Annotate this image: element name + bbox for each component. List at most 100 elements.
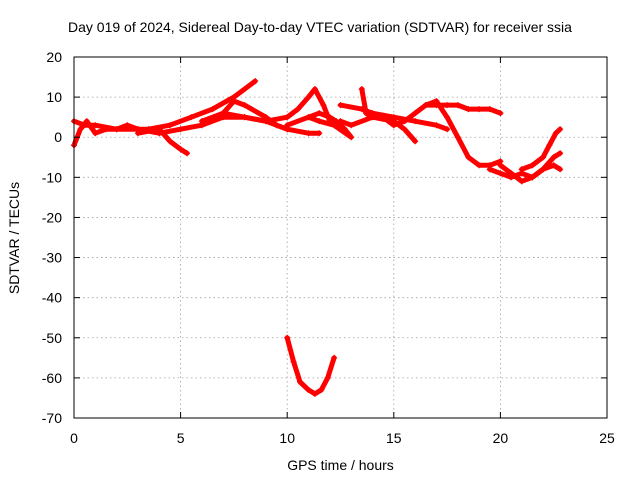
x-tick-label: 10 [279, 430, 295, 446]
y-tick-label: -20 [42, 209, 62, 225]
data-point [81, 122, 88, 129]
data-point [486, 166, 493, 173]
y-tick-label: -40 [42, 290, 62, 306]
data-point [546, 142, 553, 149]
grid [74, 57, 607, 418]
data-point [497, 162, 504, 169]
series-arc-9 [284, 335, 337, 397]
data-point [294, 106, 301, 113]
y-tick-label: -70 [42, 410, 62, 426]
data-point [183, 150, 190, 157]
data-point [77, 126, 84, 133]
y-axis-label: SDTVAR / TECUs [6, 181, 22, 295]
data-point [324, 374, 331, 381]
data-point [454, 134, 461, 141]
data-point [284, 114, 291, 121]
data-point [401, 126, 408, 133]
data-point [557, 166, 564, 173]
data-point [230, 98, 237, 105]
data-point [252, 78, 259, 85]
data-point [134, 130, 141, 137]
data-point [369, 114, 376, 121]
series-layer [71, 78, 564, 397]
data-point [156, 130, 163, 137]
data-point [316, 110, 323, 117]
data-point [518, 166, 525, 173]
y-tick-label: 0 [54, 129, 62, 145]
data-point [311, 390, 318, 397]
data-point [209, 106, 216, 113]
series-arc-4 [146, 78, 258, 132]
data-point [92, 122, 99, 129]
data-point [508, 170, 515, 177]
data-point [241, 102, 248, 109]
x-tick-label: 15 [386, 430, 402, 446]
data-point [305, 386, 312, 393]
data-point [318, 386, 325, 393]
y-tick-label: 20 [46, 49, 62, 65]
data-point [320, 102, 327, 109]
data-point [540, 166, 547, 173]
data-point [552, 130, 559, 137]
data-point [518, 178, 525, 185]
data-point [305, 94, 312, 101]
chart-title: Day 019 of 2024, Sidereal Day-to-day VTE… [68, 19, 572, 35]
data-point [273, 122, 280, 129]
plot-frame [73, 56, 608, 419]
tick-layer: 0 5 10 15 20 25 20 10 0 -10 -20 -30 -40 -50 -60 -70 [42, 49, 615, 446]
y-tick-label: 10 [46, 89, 62, 105]
data-point [92, 130, 99, 137]
y-tick-label: -10 [42, 169, 62, 185]
data-point [465, 154, 472, 161]
y-tick-label: -30 [42, 250, 62, 266]
data-point [444, 102, 451, 109]
data-point [550, 154, 557, 161]
data-point [412, 110, 419, 117]
data-point [311, 86, 318, 93]
data-point [198, 118, 205, 125]
data-point [401, 118, 408, 125]
data-point [241, 114, 248, 121]
y-tick-label: -50 [42, 330, 62, 346]
data-point [177, 146, 184, 153]
data-point [220, 110, 227, 117]
data-point [476, 106, 483, 113]
data-point [444, 126, 451, 133]
series-arc-8 [284, 110, 354, 140]
data-point [433, 102, 440, 109]
data-point [412, 118, 419, 125]
data-point [363, 110, 370, 117]
data-point [331, 122, 338, 129]
data-point [284, 334, 291, 341]
data-point [486, 106, 493, 113]
data-point [476, 162, 483, 169]
data-point [497, 110, 504, 117]
data-point [341, 126, 348, 133]
data-point [290, 358, 297, 365]
data-point [166, 138, 173, 145]
data-point [326, 114, 333, 121]
data-point [284, 122, 291, 129]
data-point [550, 162, 557, 169]
data-point [497, 170, 504, 177]
data-point [166, 122, 173, 129]
series-arc-16 [519, 126, 563, 172]
data-point [529, 162, 536, 169]
data-point [188, 114, 195, 121]
series-arc-7 [220, 86, 339, 128]
x-tick-label: 0 [70, 430, 78, 446]
data-point [465, 106, 472, 113]
data-point [433, 122, 440, 129]
data-point [348, 122, 355, 129]
data-point [380, 114, 387, 121]
data-point [262, 118, 269, 125]
data-point [337, 102, 344, 109]
data-point [557, 126, 564, 133]
data-point [177, 126, 184, 133]
data-point [145, 126, 152, 133]
data-point [412, 138, 419, 145]
x-tick-label: 5 [177, 430, 185, 446]
data-point [557, 150, 564, 157]
series-arc-14 [487, 162, 563, 180]
